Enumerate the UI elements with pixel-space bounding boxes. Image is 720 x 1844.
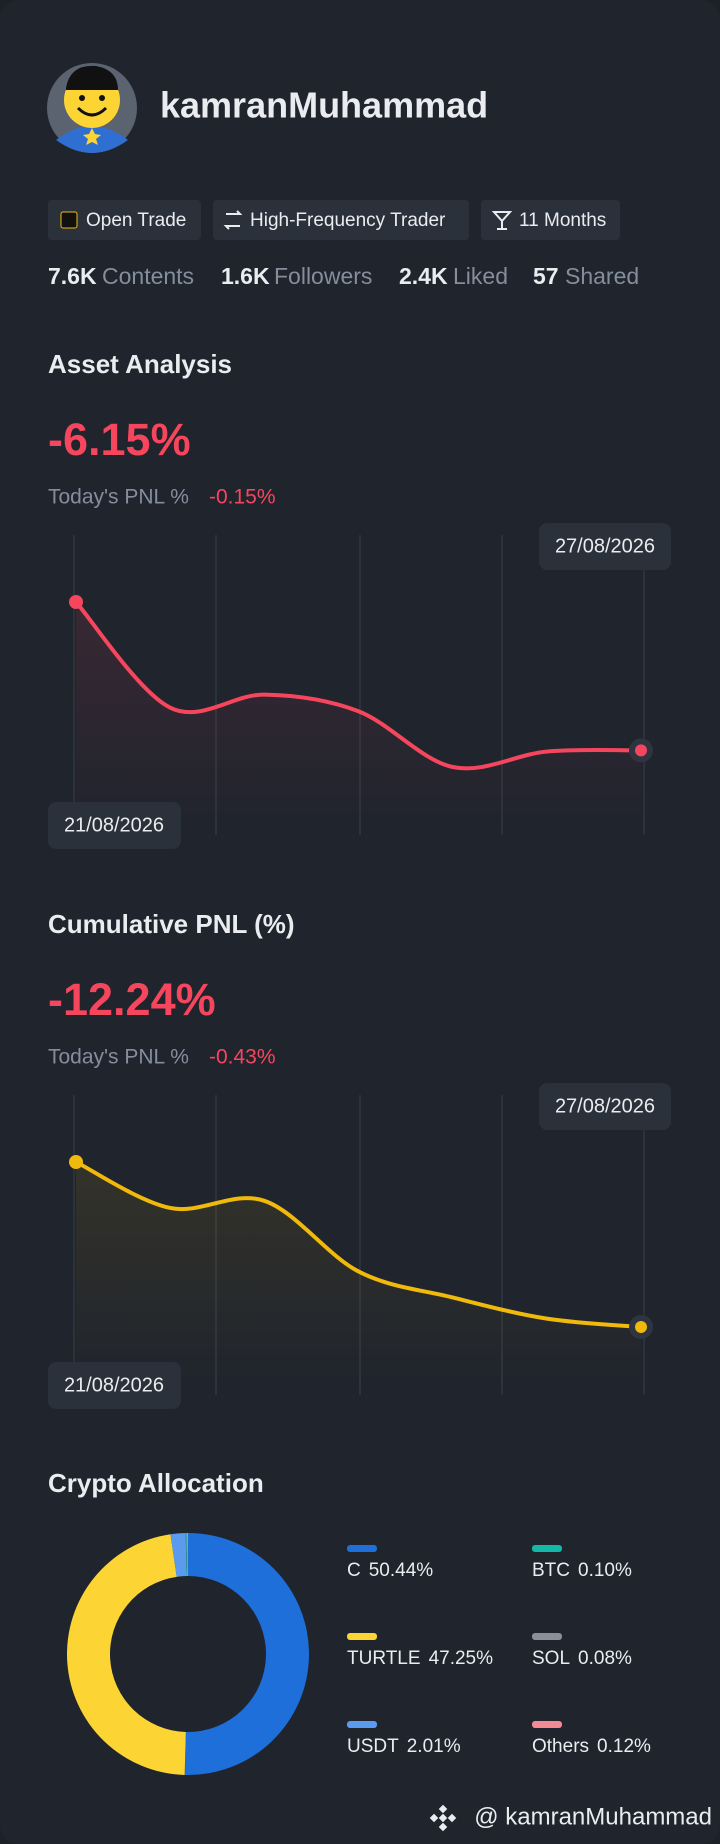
legend-label: TURTLE — [347, 1648, 421, 1669]
legend-swatch — [347, 1633, 377, 1640]
point — [635, 744, 647, 757]
point — [635, 1321, 647, 1333]
legend-value: 0.10% — [578, 1560, 632, 1581]
tag: 11 Months — [519, 210, 606, 231]
section-title: Crypto Allocation — [48, 1468, 264, 1498]
date-tooltip — [539, 1083, 671, 1130]
username: kamranMuhammad — [160, 85, 488, 126]
subtitle: Today's PNL % — [48, 486, 189, 509]
subtitle: Today's PNL % — [48, 1046, 189, 1069]
date-tooltip — [48, 802, 181, 849]
stat-value: 2.4K — [399, 263, 448, 289]
legend-label: Others — [532, 1736, 589, 1757]
line — [74, 600, 642, 771]
stat-label: Contents — [102, 263, 194, 289]
stat-value: 7.6K — [48, 263, 97, 289]
legend-swatch — [532, 1633, 562, 1640]
legend-label: USDT — [347, 1736, 399, 1757]
legend-value: 47.25% — [429, 1648, 494, 1669]
date-tooltip — [48, 1362, 181, 1409]
section-title: Asset Analysis — [48, 349, 232, 379]
area-fill — [76, 1162, 641, 1395]
stat-value: 57 — [533, 263, 559, 289]
date-label: 27/08/2026 — [555, 535, 655, 557]
legend-label: BTC — [532, 1560, 570, 1581]
stat-label: Liked — [453, 263, 508, 289]
legend-value: 0.08% — [578, 1648, 632, 1669]
stat-value: 1.6K — [221, 263, 270, 289]
donut-segment — [184, 1533, 310, 1775]
donut-segment — [185, 1533, 188, 1577]
tag: High-Frequency Trader — [250, 210, 446, 231]
date-tooltip — [539, 523, 671, 570]
tags: Open Trade High-Frequency Trader 11 Mont… — [48, 200, 620, 240]
line — [75, 1160, 642, 1329]
stat-label: Followers — [274, 263, 372, 289]
donut-segment — [170, 1533, 187, 1577]
donut-segment — [66, 1534, 186, 1775]
avatar — [47, 63, 137, 153]
date-label: 21/08/2026 — [64, 814, 164, 836]
legend-swatch — [532, 1545, 562, 1552]
subtitle-value: -0.15% — [209, 486, 276, 509]
date-label: 21/08/2026 — [64, 1374, 164, 1396]
legend-value: 0.12% — [597, 1736, 651, 1757]
footer-handle: @ kamranMuhammad — [474, 1803, 712, 1830]
legend-swatch — [347, 1545, 377, 1552]
date-label: 27/08/2026 — [555, 1095, 655, 1117]
donut-segment — [186, 1533, 188, 1577]
subtitle-value: -0.43% — [209, 1046, 276, 1069]
stat-label: Shared — [565, 263, 639, 289]
legend-value: 2.01% — [407, 1736, 461, 1757]
area-fill — [76, 602, 641, 835]
legend-swatch — [347, 1721, 377, 1728]
headline-value: -12.24% — [48, 974, 216, 1025]
point — [69, 595, 83, 609]
point — [69, 1155, 83, 1169]
legend-label: SOL — [532, 1648, 570, 1669]
headline-value: -6.15% — [48, 414, 191, 465]
tag: Open Trade — [86, 210, 186, 231]
legend-value: 50.44% — [369, 1560, 434, 1581]
legend-swatch — [532, 1721, 562, 1728]
section-title: Cumulative PNL (%) — [48, 909, 295, 939]
stats: 7.6K Contents 1.6K Followers 2.4K Liked … — [48, 263, 639, 289]
donut-segment — [187, 1533, 188, 1577]
legend-label: C — [347, 1560, 361, 1581]
